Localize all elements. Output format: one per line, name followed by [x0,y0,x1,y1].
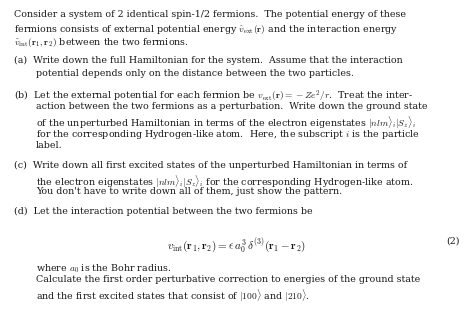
Text: You don't have to write down all of them, just show the pattern.: You don't have to write down all of them… [36,187,342,196]
Text: of the unperturbed Hamiltonian in terms of the electron eigenstates $|nlm\rangle: of the unperturbed Hamiltonian in terms … [36,115,416,131]
Text: Consider a system of 2 identical spin-1/2 fermions.  The potential energy of the: Consider a system of 2 identical spin-1/… [14,10,406,19]
Text: Calculate the first order perturbative correction to energies of the ground stat: Calculate the first order perturbative c… [36,275,420,284]
Text: potential depends only on the distance between the two particles.: potential depends only on the distance b… [36,69,354,78]
Text: fermions consists of external potential energy $\hat{v}_{\rm ext}({\bf r})$ and : fermions consists of external potential … [14,23,398,36]
Text: $\hat{v}_{\rm int}({\bf r}_1, {\bf r}_2)$ between the two fermions.: $\hat{v}_{\rm int}({\bf r}_1, {\bf r}_2)… [14,36,189,49]
Text: (d)  Let the interaction potential between the two fermions be: (d) Let the interaction potential betwee… [14,207,313,216]
Text: where $a_0$ is the Bohr radius.: where $a_0$ is the Bohr radius. [36,262,171,275]
Text: the electron eigenstates $|nlm\rangle_i|S_z\rangle_i$ for the corresponding Hydr: the electron eigenstates $|nlm\rangle_i|… [36,174,414,190]
Text: $v_{\rm int}({\bf r}_1, {\bf r}_2) = \epsilon\, a_0^3\, \delta^{(3)}({\bf r}_1 -: $v_{\rm int}({\bf r}_1, {\bf r}_2) = \ep… [167,237,307,255]
Text: (b)  Let the external potential for each fermion be $v_{\rm ext}({\bf r}) = -Ze^: (b) Let the external potential for each … [14,89,413,104]
Text: and the first excited states that consist of $|100\rangle$ and $|210\rangle$.: and the first excited states that consis… [36,288,310,304]
Text: (c)  Write down all first excited states of the unperturbed Hamiltonian in terms: (c) Write down all first excited states … [14,161,407,170]
Text: for the corresponding Hydrogen-like atom.  Here, the subscript $i$ is the partic: for the corresponding Hydrogen-like atom… [36,128,420,141]
Text: (a)  Write down the full Hamiltonian for the system.  Assume that the interactio: (a) Write down the full Hamiltonian for … [14,56,403,65]
Text: label.: label. [36,141,63,150]
Text: (2): (2) [447,237,460,246]
Text: action between the two fermions as a perturbation.  Write down the ground state: action between the two fermions as a per… [36,102,428,111]
